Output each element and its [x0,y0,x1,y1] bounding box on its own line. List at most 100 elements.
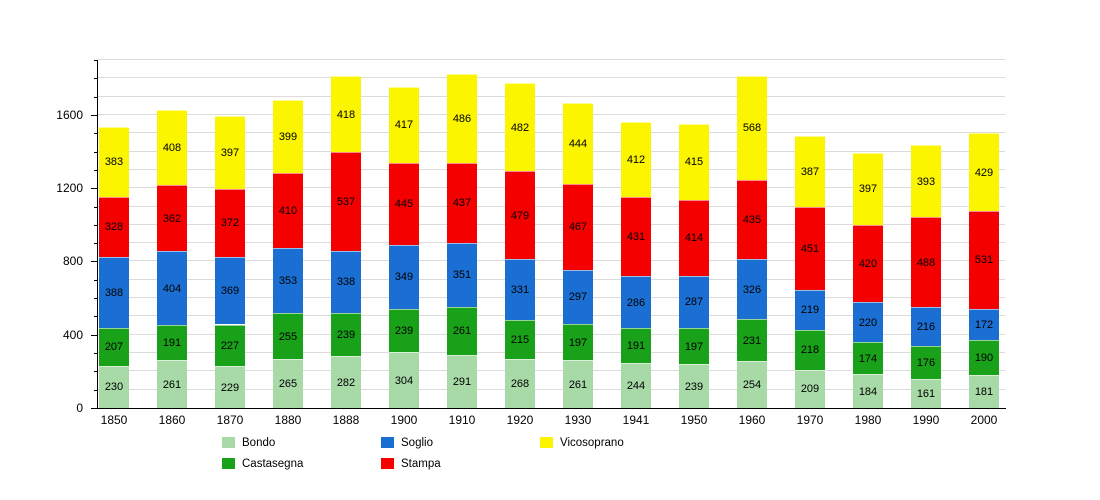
bar-segment-soglio: 297 [563,269,593,325]
segment-value-label: 435 [742,214,762,227]
bar-segment-stampa: 362 [157,184,187,252]
segment-value-label: 216 [916,321,936,333]
bar-segment-soglio: 326 [737,259,767,320]
y-major-tick [91,408,97,409]
x-axis [97,408,1006,409]
bar-segment-soglio: 338 [331,250,361,313]
segment-value-label: 297 [568,291,588,304]
gridline [97,370,1005,372]
segment-value-label: 219 [800,304,820,317]
bar-segment-castasegna: 190 [969,340,999,375]
segment-value-label: 261 [568,378,588,391]
y-minor-tick [94,78,97,80]
bar-segment-bondo: 254 [737,361,767,408]
bar-segment-soglio: 220 [853,302,883,343]
bar-segment-soglio: 349 [389,244,419,309]
y-tick-label: 400 [62,327,83,342]
y-minor-tick [94,389,97,391]
bar-segment-castasegna: 207 [99,327,129,366]
bar-segment-vicosoprano: 444 [563,102,593,185]
bar-segment-castasegna: 261 [447,306,477,355]
bar-group-1950: 239 197 287 414 415 [679,60,709,408]
x-tick-label: 1920 [506,413,534,427]
segment-value-label: 268 [510,377,530,390]
bar-segment-stampa: 410 [273,173,303,249]
bar-segment-vicosoprano: 393 [911,145,941,218]
legend-item-vicosoprano: Vicosoprano [540,437,699,449]
bar-segment-stampa: 414 [679,199,709,276]
gridline [97,168,1005,170]
bar-segment-vicosoprano: 418 [331,75,361,153]
bar-segment-castasegna: 239 [331,312,361,357]
bar-segment-castasegna: 215 [505,319,535,359]
y-minor-tick [94,224,97,226]
segment-value-label: 429 [974,166,994,179]
bar-segment-vicosoprano: 397 [853,152,883,226]
segment-value-label: 418 [336,108,356,121]
segment-value-label: 220 [858,316,878,329]
bar-segment-castasegna: 231 [737,319,767,362]
y-major-tick [91,261,97,263]
gridline [97,352,1005,354]
bar-segment-castasegna: 191 [621,328,651,364]
bar-segment-vicosoprano: 415 [679,123,709,200]
segment-value-label: 190 [974,351,994,364]
y-tick-label: 800 [62,254,83,269]
bar-segment-vicosoprano: 417 [389,86,419,164]
y-minor-tick [94,353,97,355]
y-major-tick [91,334,97,336]
bar-segment-stampa: 479 [505,171,535,259]
segment-value-label: 467 [568,221,588,234]
y-minor-tick [94,243,97,245]
bar-segment-castasegna: 174 [853,342,883,375]
bar-segment-vicosoprano: 387 [795,136,825,208]
segment-value-label: 197 [568,336,588,349]
segment-value-label: 181 [974,385,994,398]
bar-group-1870: 229 227 369 372 397 [215,60,245,408]
segment-value-label: 287 [684,296,704,309]
segment-value-label: 331 [510,283,530,296]
x-tick-label: 1960 [738,413,766,427]
segment-value-label: 265 [278,378,298,391]
bar-segment-stampa: 420 [853,225,883,303]
bar-segment-stampa: 328 [99,196,129,257]
bar-segment-stampa: 488 [911,217,941,307]
segment-value-label: 207 [104,341,124,354]
bar-segment-vicosoprano: 568 [737,75,767,180]
y-minor-tick [94,151,97,153]
bar-segment-castasegna: 218 [795,329,825,370]
y-axis [97,60,98,409]
segment-value-label: 479 [510,209,530,222]
bar-group-1920: 268 215 331 479 482 [505,60,535,408]
segment-value-label: 399 [278,130,298,143]
segment-value-label: 215 [510,333,530,346]
x-tick-label: 1970 [796,413,824,427]
gridline [97,59,1005,60]
bar-segment-vicosoprano: 429 [969,132,999,212]
segment-value-label: 282 [336,376,356,389]
bar-group-1860: 261 191 404 362 408 [157,60,187,408]
bar-segment-castasegna: 176 [911,346,941,379]
bar-segment-stampa: 467 [563,184,593,270]
segment-value-label: 338 [336,276,356,289]
legend-swatch-icon [222,458,235,469]
segment-value-label: 415 [684,156,704,169]
segment-value-label: 239 [684,380,704,393]
segment-value-label: 414 [684,232,704,245]
plot-area: 230 207 388 328 383 261 191 404 362 408 229 227 369 3… [97,59,1005,408]
x-tick-label: 1930 [564,413,592,427]
bar-segment-soglio: 388 [99,256,129,328]
x-tick-label: 1910 [448,413,476,427]
bar-segment-vicosoprano: 399 [273,99,303,174]
legend-item-castasegna: Castasegna [222,458,381,470]
x-tick-label: 2000 [970,413,998,427]
segment-value-label: 255 [278,330,298,343]
gridline [97,77,1005,79]
segment-value-label: 191 [162,337,182,350]
segment-value-label: 328 [104,221,124,234]
bar-segment-soglio: 369 [215,256,245,325]
segment-value-label: 451 [800,242,820,255]
bar-segment-soglio: 287 [679,275,709,329]
gridline [97,333,1005,335]
